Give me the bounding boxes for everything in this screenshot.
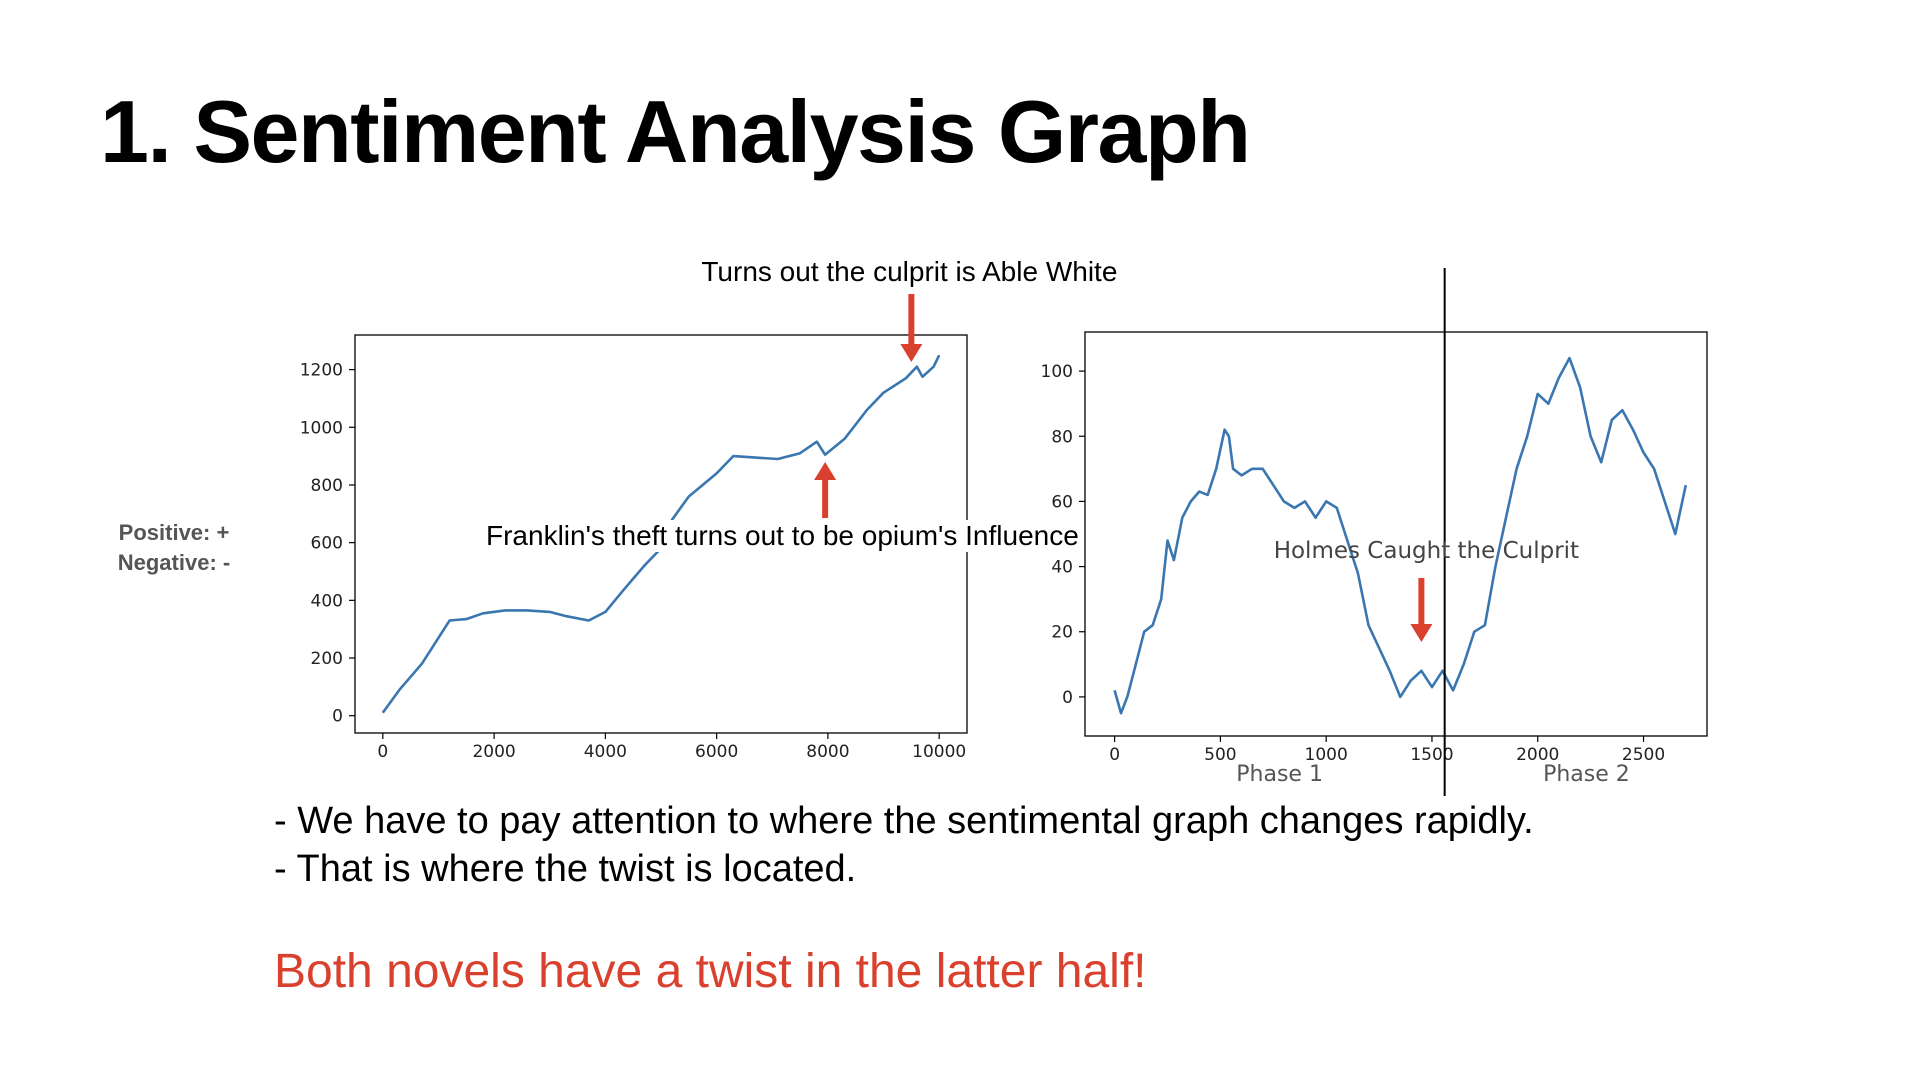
chart-1-xtick-label: 2000 <box>472 742 515 762</box>
chart-1-ytick-label: 600 <box>311 534 343 554</box>
phase-label-1: Phase 1 <box>1236 762 1323 787</box>
chart-2-frame <box>1084 331 1708 737</box>
chart-1-xtick-label: 4000 <box>584 742 627 762</box>
chart-1-ytick-label: 200 <box>311 649 343 669</box>
arrow-holmes-caught-culprit <box>1410 578 1433 642</box>
chart-1-xtick-label: 6000 <box>695 742 738 762</box>
bullet-point-2: - That is where the twist is located. <box>274 848 857 890</box>
chart-2-series-line <box>1113 356 1688 715</box>
annotation-franklin-theft: Franklin's theft turns out to be opium's… <box>482 520 1083 552</box>
sentiment-sign-legend: Positive: + Negative: - <box>104 518 244 578</box>
chart-2-xtick-label: 500 <box>1204 745 1236 765</box>
chart-2-xtick-label: 1500 <box>1410 745 1453 765</box>
chart-2-xtick-label: 0 <box>1109 745 1120 765</box>
chart-2-xtick-label: 1000 <box>1305 745 1348 765</box>
chart-1-ytick-label: 400 <box>311 591 343 611</box>
chart-2-xtick-label: 2000 <box>1516 745 1559 765</box>
chart-2-ytick-label: 80 <box>1051 427 1073 447</box>
chart-1-ytick-label: 1200 <box>300 361 343 381</box>
phase-label-2: Phase 2 <box>1543 762 1630 787</box>
chart-1-ytick-label: 800 <box>311 476 343 496</box>
chart-1-series-line <box>381 354 941 714</box>
page-title: 1. Sentiment Analysis Graph <box>100 82 1251 181</box>
chart-2-ytick-label: 20 <box>1051 623 1073 643</box>
arrow-franklin-theft <box>814 462 837 518</box>
chart-1-xtick-label: 0 <box>377 742 388 762</box>
conclusion-text: Both novels have a twist in the latter h… <box>274 945 1147 998</box>
chart-1-ytick-label: 0 <box>332 707 343 727</box>
bullet-point-1: - We have to pay attention to where the … <box>274 800 1534 842</box>
chart-2-ytick-label: 0 <box>1062 688 1073 708</box>
chart-1-xtick-label: 10000 <box>912 742 966 762</box>
annotation-culprit-able-white: Turns out the culprit is Able White <box>701 256 1118 287</box>
chart-2-ytick-label: 100 <box>1041 362 1073 382</box>
positive-label: Positive: + <box>118 520 230 545</box>
negative-label: Negative: - <box>117 550 231 575</box>
chart-2-ytick-label: 40 <box>1051 558 1073 578</box>
chart-1-xtick-label: 8000 <box>806 742 849 762</box>
chart-1-ytick-label: 1000 <box>300 418 343 438</box>
chart-2-xtick-label: 2500 <box>1622 745 1665 765</box>
arrow-culprit-able-white <box>900 294 923 362</box>
chart-2-ytick-label: 60 <box>1051 492 1073 512</box>
annotation-holmes-caught-culprit: Holmes Caught the Culprit <box>1274 538 1579 564</box>
